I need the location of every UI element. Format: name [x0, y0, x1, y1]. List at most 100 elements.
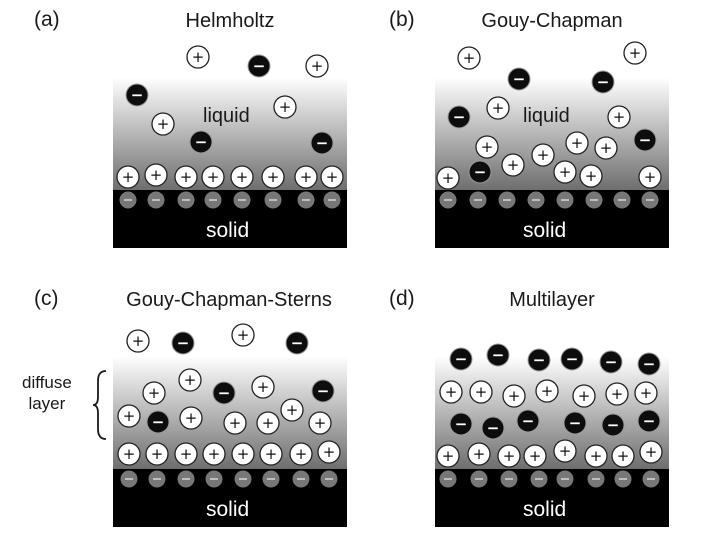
svg-text:+: + — [180, 168, 193, 186]
cation: + — [638, 165, 662, 189]
surface-charge — [234, 470, 252, 488]
surface-charge — [264, 191, 282, 209]
gouy-chapman-panel: + +− −+− ++ + + −+++ − + + + — [435, 40, 669, 248]
anion: − — [637, 352, 661, 376]
surface-charge — [439, 470, 457, 488]
svg-text:+: + — [600, 139, 613, 157]
cation: + — [186, 45, 210, 69]
svg-text:+: + — [148, 384, 161, 402]
svg-text:+: + — [492, 99, 505, 117]
cation: + — [151, 112, 175, 136]
svg-text:+: + — [123, 407, 136, 425]
surface-charge — [147, 191, 165, 209]
svg-text:−: − — [474, 163, 487, 181]
liquid-label-a: liquid — [203, 105, 250, 127]
helmholtz-panel: + − +−++− −+ + + + + + + + — [113, 40, 347, 248]
svg-text:+: + — [300, 168, 313, 186]
svg-text:+: + — [442, 447, 455, 465]
cation: + — [223, 411, 247, 435]
anion: − — [527, 348, 551, 372]
cation: + — [605, 382, 629, 406]
cation: + — [475, 135, 499, 159]
svg-text:+: + — [445, 383, 458, 401]
anion: − — [591, 70, 615, 94]
cation: + — [117, 442, 141, 466]
svg-text:+: + — [236, 168, 249, 186]
svg-text:+: + — [267, 168, 280, 186]
svg-text:−: − — [131, 86, 144, 104]
svg-text:−: − — [533, 351, 546, 369]
svg-text:−: − — [453, 108, 466, 126]
solid-label-b: solid — [523, 219, 567, 242]
svg-text:+: + — [295, 445, 308, 463]
surface-charge — [320, 470, 338, 488]
svg-text:−: − — [253, 57, 266, 75]
svg-text:+: + — [473, 445, 486, 463]
svg-text:+: + — [578, 387, 591, 405]
svg-text:+: + — [207, 168, 220, 186]
svg-text:−: − — [291, 334, 304, 352]
cation: + — [230, 165, 254, 189]
svg-text:+: + — [314, 414, 327, 432]
surface-charge — [262, 470, 280, 488]
panel-a-label: (a) — [34, 8, 60, 31]
cation: + — [289, 442, 313, 466]
svg-text:−: − — [566, 350, 579, 368]
cation: + — [565, 131, 589, 155]
cation: + — [436, 166, 460, 190]
cation: + — [174, 165, 198, 189]
svg-text:+: + — [229, 414, 242, 432]
svg-text:+: + — [611, 385, 624, 403]
surface-charge — [613, 191, 631, 209]
panel-b-label: (b) — [389, 8, 415, 31]
solid-label-c: solid — [206, 498, 250, 521]
panel-c-title: Gouy-Chapman-Sterns — [126, 289, 332, 311]
cation: + — [116, 165, 140, 189]
surface-charge — [556, 470, 574, 488]
anion: − — [468, 160, 492, 184]
cation: + — [231, 323, 255, 347]
diffuse-label-line1: diffuse — [22, 373, 72, 392]
surface-charge — [498, 191, 516, 209]
cation: + — [501, 153, 525, 177]
cation: + — [439, 380, 463, 404]
anion: − — [563, 411, 587, 435]
svg-text:−: − — [639, 131, 652, 149]
svg-text:−: − — [218, 384, 231, 402]
svg-text:+: + — [481, 138, 494, 156]
cation: + — [611, 444, 635, 468]
cation: + — [142, 381, 166, 405]
svg-text:+: + — [237, 326, 250, 344]
svg-text:−: − — [316, 134, 329, 152]
svg-text:−: − — [513, 70, 526, 88]
cation: + — [231, 442, 255, 466]
panel-d-title: Multilayer — [509, 289, 595, 311]
svg-text:−: − — [487, 419, 500, 437]
anion: − — [285, 331, 309, 355]
svg-text:+: + — [192, 48, 205, 66]
surface-charge — [470, 470, 488, 488]
cation: + — [174, 442, 198, 466]
svg-text:−: − — [492, 346, 505, 364]
cation: + — [584, 444, 608, 468]
diffuse-label-line2: layer — [28, 394, 66, 413]
cation: + — [259, 442, 283, 466]
anion: − — [449, 412, 473, 436]
svg-text:+: + — [122, 168, 135, 186]
cation: + — [436, 444, 460, 468]
svg-text:+: + — [559, 163, 572, 181]
svg-text:−: − — [177, 334, 190, 352]
anion: − — [560, 347, 584, 371]
svg-text:+: + — [323, 443, 336, 461]
svg-text:+: + — [180, 445, 193, 463]
surface-charge — [233, 191, 251, 209]
svg-text:+: + — [617, 447, 630, 465]
surface-charge — [119, 191, 137, 209]
svg-text:+: + — [585, 167, 598, 185]
panel-d-label: (d) — [389, 287, 415, 310]
anion: − — [449, 347, 473, 371]
panel-b-title: Gouy-Chapman — [481, 10, 623, 32]
cation: + — [294, 165, 318, 189]
svg-text:+: + — [286, 401, 299, 419]
anion: − — [212, 381, 236, 405]
